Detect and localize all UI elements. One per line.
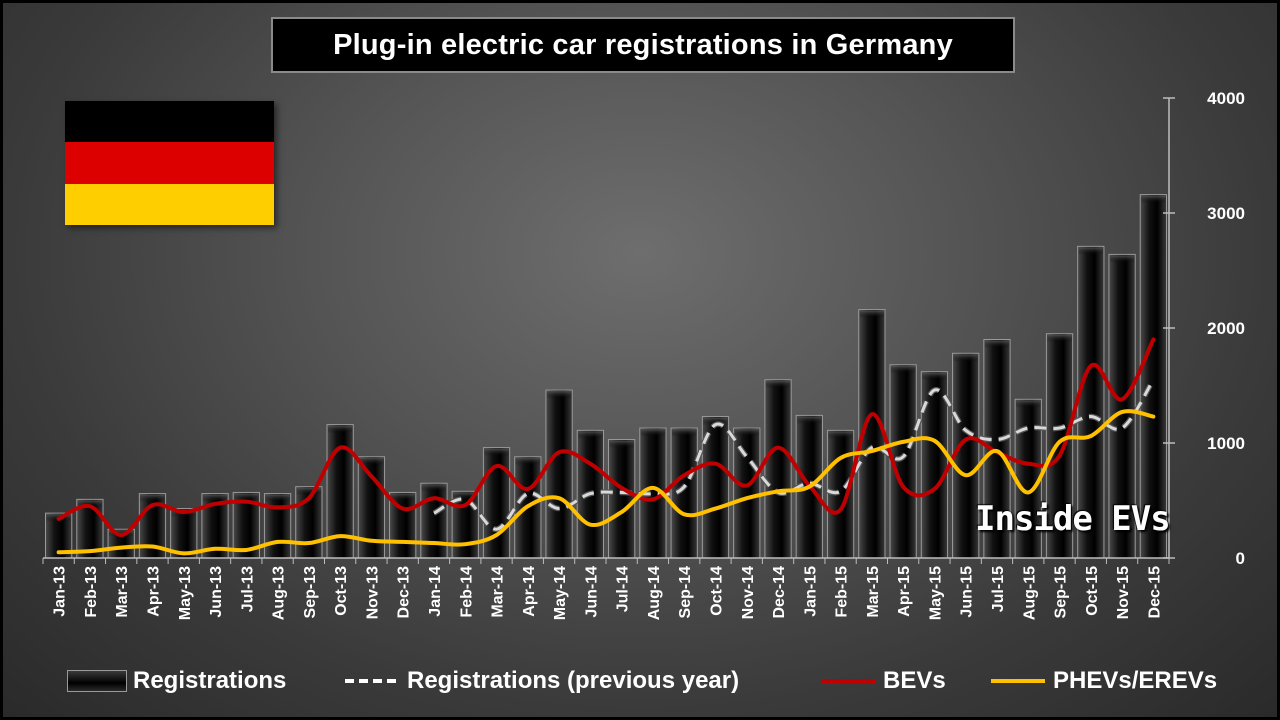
x-tick-label-Jan-14: Jan-14 — [427, 566, 444, 617]
germany-flag-icon — [65, 101, 274, 225]
x-tick-label-Sep-15: Sep-15 — [1053, 566, 1070, 619]
bar-highlight-Aug-14 — [640, 429, 666, 460]
y-tick-label-2000: 2000 — [1207, 319, 1245, 338]
x-tick-label-Jun-15: Jun-15 — [959, 566, 976, 618]
x-tick-label-Mar-13: Mar-13 — [114, 566, 131, 618]
bar-highlight-May-13 — [171, 509, 196, 540]
x-tick-label-Apr-13: Apr-13 — [145, 566, 162, 617]
legend-item-phev: PHEVs/EREVs — [989, 667, 1217, 695]
bar-highlight-Jun-13 — [202, 494, 228, 525]
bar-highlight-Jun-15 — [953, 354, 978, 385]
x-tick-label-Jan-13: Jan-13 — [52, 566, 69, 617]
legend-swatch-prev-year — [345, 679, 399, 683]
x-tick-label-Dec-13: Dec-13 — [396, 566, 413, 619]
x-tick-label-Aug-13: Aug-13 — [271, 566, 288, 620]
y-tick-label-4000: 4000 — [1207, 89, 1245, 108]
x-tick-label-Jul-14: Jul-14 — [615, 566, 632, 612]
x-tick-label-Aug-14: Aug-14 — [646, 566, 663, 620]
series-line-bevs — [56, 337, 1156, 538]
chart-plot: 0 1000 2000 3000 4000 Jan-13 Feb-13 Mar-13 Apr-1… — [42, 89, 1245, 620]
x-tick-label-Dec-15: Dec-15 — [1146, 566, 1163, 619]
inside-evs-watermark: Inside EVs — [975, 499, 1171, 539]
x-tick-label-Jan-15: Jan-15 — [802, 566, 819, 617]
legend-swatch-bev — [821, 679, 875, 683]
bar-highlight-Dec-14 — [765, 380, 791, 411]
x-tick-label-Nov-14: Nov-14 — [740, 566, 757, 619]
legend-label-phev: PHEVs/EREVs — [1053, 667, 1218, 694]
flag-stripe-red — [65, 142, 274, 184]
chart-title-box: Plug-in electric car registrations in Ge… — [271, 17, 1015, 73]
legend-label-registrations: Registrations — [133, 667, 287, 694]
x-tick-label-Aug-15: Aug-15 — [1021, 566, 1038, 620]
bar-highlight-Aug-13 — [265, 494, 290, 525]
flag-stripe-gold — [65, 183, 274, 225]
x-tick-label-Apr-14: Apr-14 — [521, 566, 538, 617]
x-tick-label-Jul-15: Jul-15 — [990, 566, 1007, 612]
x-tick-label-Oct-14: Oct-14 — [708, 566, 725, 616]
bar-highlight-Jul-13 — [234, 493, 259, 524]
y-tick-label-0: 0 — [1236, 549, 1245, 568]
bar-highlight-Nov-15 — [1109, 255, 1135, 286]
chart-legend: Registrations Registrations (previous ye… — [3, 663, 1280, 707]
x-tick-label-Jun-13: Jun-13 — [208, 566, 225, 618]
legend-label-prev-year: Registrations (previous year) — [407, 667, 740, 694]
bar-highlight-May-14 — [546, 391, 572, 422]
bar-Jun-15 — [952, 352, 980, 559]
x-tick-label-Apr-15: Apr-15 — [896, 566, 913, 617]
x-tick-label-May-15: May-15 — [927, 566, 944, 620]
x-tick-label-Feb-14: Feb-14 — [458, 566, 475, 618]
legend-item-bev: BEVs — [819, 667, 946, 695]
bar-highlight-Oct-15 — [1078, 247, 1103, 278]
bar-Nov-15 — [1108, 253, 1136, 559]
x-tick-label-Feb-15: Feb-15 — [834, 566, 851, 618]
bar-highlight-Sep-15 — [1047, 334, 1072, 365]
bar-Dec-15 — [1139, 194, 1167, 559]
bar-highlight-Sep-14 — [672, 429, 697, 460]
bar-highlight-Apr-15 — [891, 365, 916, 396]
x-tick-label-Oct-13: Oct-13 — [333, 566, 350, 616]
legend-item-prev-year: Registrations (previous year) — [343, 667, 739, 695]
x-tick-label-Feb-13: Feb-13 — [83, 566, 100, 618]
flag-stripe-black — [65, 101, 274, 143]
x-tick-label-Mar-14: Mar-14 — [490, 566, 507, 618]
bar-highlight-Jan-15 — [797, 416, 822, 447]
series-line-phevs-erevs — [56, 409, 1156, 556]
legend-label-bev: BEVs — [883, 667, 946, 694]
x-tick-label-Nov-15: Nov-15 — [1115, 566, 1132, 619]
bar-highlight-Mar-15 — [859, 310, 884, 341]
x-tick-label-Dec-14: Dec-14 — [771, 566, 788, 619]
legend-item-registrations: Registrations — [67, 667, 286, 695]
bar-highlight-Dec-15 — [1141, 195, 1166, 226]
legend-swatch-registrations — [67, 670, 127, 692]
legend-swatch-phev — [991, 679, 1045, 683]
x-tick-label-Nov-13: Nov-13 — [364, 566, 381, 619]
y-tick-label-3000: 3000 — [1207, 204, 1245, 223]
x-tick-label-Sep-13: Sep-13 — [302, 566, 319, 619]
chart-title: Plug-in electric car registrations in Ge… — [333, 28, 953, 61]
x-tick-label-Oct-15: Oct-15 — [1084, 566, 1101, 616]
x-tick-label-Jul-13: Jul-13 — [239, 566, 256, 612]
x-tick-label-May-13: May-13 — [177, 566, 194, 620]
bar-highlight-Jul-14 — [609, 440, 634, 471]
x-tick-label-Mar-15: Mar-15 — [865, 566, 882, 618]
bar-Oct-15 — [1077, 245, 1105, 559]
y-tick-label-1000: 1000 — [1207, 434, 1245, 453]
x-tick-label-May-14: May-14 — [552, 566, 569, 620]
x-tick-label-Sep-14: Sep-14 — [677, 566, 694, 619]
x-tick-label-Jun-14: Jun-14 — [583, 566, 600, 618]
bar-highlight-Jul-15 — [984, 340, 1010, 371]
